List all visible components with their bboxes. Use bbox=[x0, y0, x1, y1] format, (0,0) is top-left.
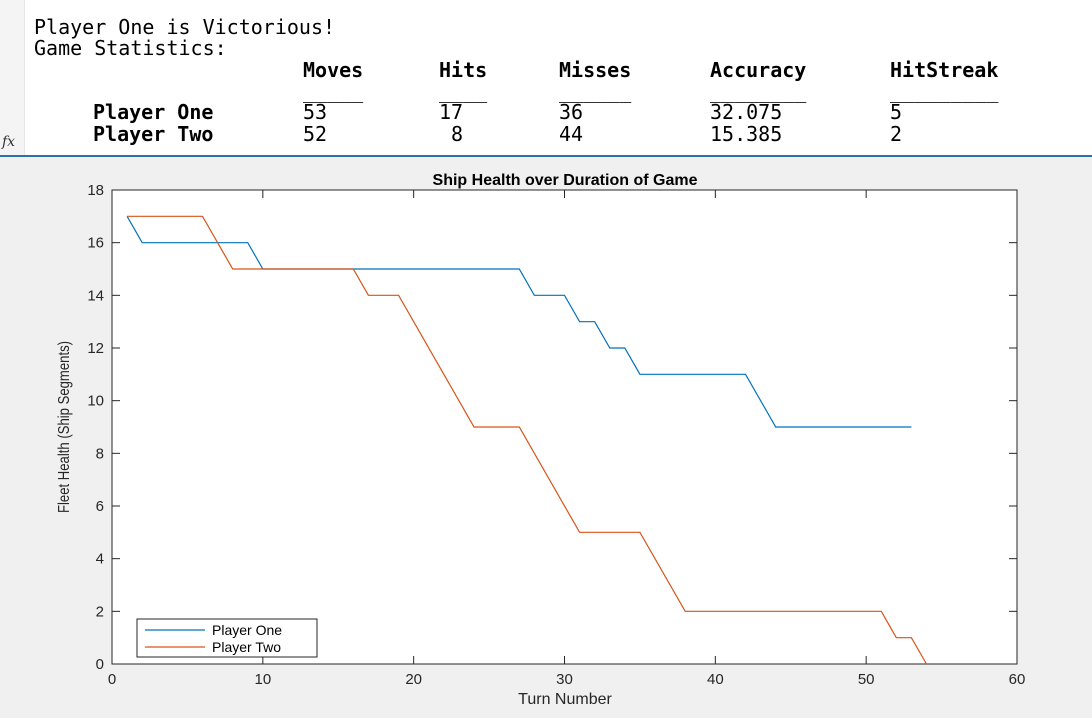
col-header-hitstreak: HitStreak bbox=[890, 58, 999, 82]
y-tick-label: 4 bbox=[96, 551, 104, 568]
y-tick-label: 0 bbox=[96, 656, 104, 673]
legend[interactable] bbox=[136, 618, 318, 658]
col-header-hits: Hits bbox=[439, 58, 488, 82]
figure-window: Ship Health over Duration of Game Turn N… bbox=[56, 172, 1026, 708]
table-cell: 8 bbox=[439, 122, 464, 146]
row-name-player-one: Player One bbox=[93, 100, 214, 124]
y-tick-label: 16 bbox=[87, 235, 104, 252]
table-cell: 36 bbox=[559, 100, 584, 124]
x-tick-label: 20 bbox=[405, 671, 422, 688]
x-tick-label: 0 bbox=[108, 671, 116, 688]
col-header-accuracy: Accuracy bbox=[710, 58, 807, 82]
table-cell: 5 bbox=[890, 100, 903, 124]
col-underline-hits: ____ bbox=[439, 79, 488, 103]
stats-heading: Game Statistics: bbox=[34, 36, 227, 60]
col-underline-moves: _____ bbox=[303, 79, 364, 103]
y-tick-label: 6 bbox=[96, 498, 104, 515]
table-cell: 17 bbox=[439, 100, 464, 124]
winner-message: Player One is Victorious! bbox=[34, 15, 336, 39]
command-window[interactable]: fx Player One is Victorious! Game Statis… bbox=[0, 0, 1092, 156]
row-name-player-two: Player Two bbox=[93, 122, 214, 146]
col-underline-accuracy: ________ bbox=[710, 79, 807, 103]
x-tick-label: 60 bbox=[1009, 671, 1026, 688]
table-cell: 2 bbox=[890, 122, 903, 146]
col-underline-misses: ______ bbox=[559, 79, 632, 103]
y-axis-label: Fleet Health (Ship Segments) bbox=[56, 341, 73, 513]
legend-entry: Player Two bbox=[212, 639, 281, 655]
y-tick-label: 10 bbox=[87, 393, 104, 410]
table-cell: 15.385 bbox=[710, 122, 783, 146]
x-tick-label: 40 bbox=[707, 671, 724, 688]
table-cell: 53 bbox=[303, 100, 328, 124]
x-tick-label: 10 bbox=[254, 671, 271, 688]
chart-title: Ship Health over Duration of Game bbox=[433, 172, 698, 189]
series-line-player-two bbox=[127, 215, 928, 665]
table-cell: 32.075 bbox=[710, 100, 783, 124]
y-tick-label: 12 bbox=[87, 340, 104, 357]
series-line-player-one bbox=[126, 216, 912, 428]
legend-entry: Player One bbox=[212, 622, 282, 638]
y-tick-label: 8 bbox=[96, 445, 104, 462]
x-tick-label: 30 bbox=[556, 671, 573, 688]
window-separator bbox=[0, 155, 1092, 157]
x-tick-label: 50 bbox=[858, 671, 875, 688]
y-tick-label: 2 bbox=[96, 603, 104, 620]
y-tick-label: 18 bbox=[87, 182, 104, 199]
col-header-moves: Moves bbox=[303, 58, 364, 82]
col-header-misses: Misses bbox=[559, 58, 632, 82]
table-cell: 44 bbox=[559, 122, 584, 146]
command-gutter bbox=[0, 0, 25, 156]
y-tick-label: 14 bbox=[87, 287, 104, 304]
x-axis-label: Turn Number bbox=[518, 691, 612, 708]
table-cell: 52 bbox=[303, 122, 328, 146]
col-underline-hitstreak: _________ bbox=[890, 79, 999, 103]
fx-icon[interactable]: fx bbox=[2, 134, 16, 150]
